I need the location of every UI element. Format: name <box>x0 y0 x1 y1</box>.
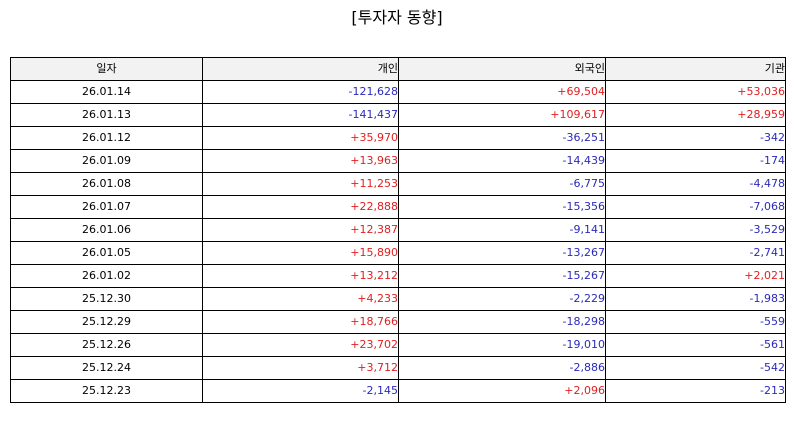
table-row: 26.01.09 +13,963 -14,439 -174 <box>10 149 786 173</box>
cell-institution: -2,741 <box>605 241 786 265</box>
cell-individual: +13,963 <box>202 149 399 173</box>
table-row: 26.01.06 +12,387 -9,141 -3,529 <box>10 218 786 242</box>
table-row: 25.12.24 +3,712 -2,886 -542 <box>10 356 786 380</box>
cell-institution: -561 <box>605 333 786 357</box>
cell-foreign: -15,356 <box>398 195 606 219</box>
cell-individual: -2,145 <box>202 379 399 403</box>
cell-date: 26.01.14 <box>10 80 203 104</box>
cell-date: 26.01.05 <box>10 241 203 265</box>
cell-individual: +23,702 <box>202 333 399 357</box>
table-row: 26.01.14 -121,628 +69,504 +53,036 <box>10 80 786 104</box>
cell-foreign: -9,141 <box>398 218 606 242</box>
cell-date: 25.12.24 <box>10 356 203 380</box>
cell-institution: +53,036 <box>605 80 786 104</box>
cell-institution: -342 <box>605 126 786 150</box>
cell-individual: +18,766 <box>202 310 399 334</box>
cell-foreign: -13,267 <box>398 241 606 265</box>
cell-individual: +35,970 <box>202 126 399 150</box>
investor-trend-table: 일자 개인 외국인 기관 26.01.14 -121,628 +69,504 +53,… <box>10 57 786 403</box>
table-row: 26.01.13 -141,437 +109,617 +28,959 <box>10 103 786 127</box>
cell-institution: +2,021 <box>605 264 786 288</box>
cell-foreign: +69,504 <box>398 80 606 104</box>
cell-date: 26.01.07 <box>10 195 203 219</box>
cell-date: 25.12.23 <box>10 379 203 403</box>
cell-foreign: -19,010 <box>398 333 606 357</box>
cell-individual: +11,253 <box>202 172 399 196</box>
cell-date: 25.12.30 <box>10 287 203 311</box>
cell-date: 25.12.29 <box>10 310 203 334</box>
table-row: 26.01.05 +15,890 -13,267 -2,741 <box>10 241 786 265</box>
cell-individual: +15,890 <box>202 241 399 265</box>
cell-institution: -213 <box>605 379 786 403</box>
page-title: [투자자 동향] <box>351 8 443 27</box>
cell-date: 26.01.13 <box>10 103 203 127</box>
cell-individual: +12,387 <box>202 218 399 242</box>
cell-individual: -141,437 <box>202 103 399 127</box>
table-row: 26.01.08 +11,253 -6,775 -4,478 <box>10 172 786 196</box>
header-institution: 기관 <box>605 57 786 81</box>
cell-foreign: +109,617 <box>398 103 606 127</box>
cell-foreign: +2,096 <box>398 379 606 403</box>
cell-date: 26.01.02 <box>10 264 203 288</box>
cell-date: 26.01.06 <box>10 218 203 242</box>
cell-institution: -4,478 <box>605 172 786 196</box>
cell-date: 26.01.09 <box>10 149 203 173</box>
cell-institution: -559 <box>605 310 786 334</box>
table-row: 25.12.26 +23,702 -19,010 -561 <box>10 333 786 357</box>
cell-individual: -121,628 <box>202 80 399 104</box>
cell-foreign: -36,251 <box>398 126 606 150</box>
cell-institution: -3,529 <box>605 218 786 242</box>
cell-individual: +3,712 <box>202 356 399 380</box>
cell-foreign: -2,229 <box>398 287 606 311</box>
cell-institution: -542 <box>605 356 786 380</box>
cell-institution: -7,068 <box>605 195 786 219</box>
cell-individual: +4,233 <box>202 287 399 311</box>
table-row: 25.12.30 +4,233 -2,229 -1,983 <box>10 287 786 311</box>
cell-date: 26.01.12 <box>10 126 203 150</box>
table-row: 26.01.12 +35,970 -36,251 -342 <box>10 126 786 150</box>
header-foreign: 외국인 <box>398 57 606 81</box>
cell-institution: +28,959 <box>605 103 786 127</box>
table-row: 25.12.29 +18,766 -18,298 -559 <box>10 310 786 334</box>
cell-foreign: -14,439 <box>398 149 606 173</box>
cell-institution: -174 <box>605 149 786 173</box>
cell-individual: +13,212 <box>202 264 399 288</box>
cell-foreign: -18,298 <box>398 310 606 334</box>
table-row: 26.01.07 +22,888 -15,356 -7,068 <box>10 195 786 219</box>
table-row: 26.01.02 +13,212 -15,267 +2,021 <box>10 264 786 288</box>
table-header-row: 일자 개인 외국인 기관 <box>10 57 786 81</box>
header-individual: 개인 <box>202 57 399 81</box>
cell-foreign: -6,775 <box>398 172 606 196</box>
cell-individual: +22,888 <box>202 195 399 219</box>
cell-institution: -1,983 <box>605 287 786 311</box>
table-row: 25.12.23 -2,145 +2,096 -213 <box>10 379 786 403</box>
cell-date: 26.01.08 <box>10 172 203 196</box>
cell-foreign: -2,886 <box>398 356 606 380</box>
cell-date: 25.12.26 <box>10 333 203 357</box>
cell-foreign: -15,267 <box>398 264 606 288</box>
header-date: 일자 <box>10 57 203 81</box>
